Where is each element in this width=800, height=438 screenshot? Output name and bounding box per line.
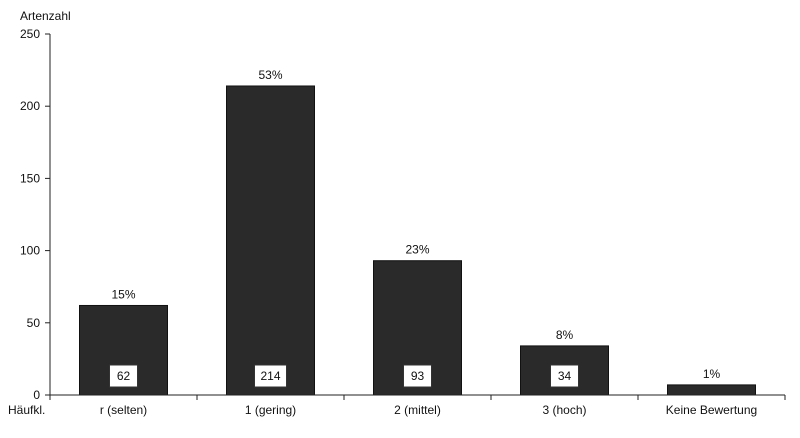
value-label-box	[403, 364, 432, 388]
y-tick-label: 100	[20, 244, 40, 258]
bar	[226, 85, 315, 396]
percent-label: 8%	[556, 328, 574, 342]
percent-label: 23%	[405, 243, 429, 257]
x-axis: r (selten) 1 (gering) 2 (mittel) 3 (hoch) Ke…	[49, 394, 786, 417]
y-tick-label: 250	[20, 27, 40, 41]
category-label: 1 (gering)	[245, 403, 296, 417]
bar	[667, 384, 756, 396]
value-label-box	[550, 364, 579, 388]
category-label: 3 (hoch)	[542, 403, 586, 417]
value-label-box	[254, 364, 287, 388]
category-label: r (selten)	[100, 403, 147, 417]
value-label: 214	[260, 369, 280, 383]
percent-label: 1%	[703, 367, 721, 381]
y-tick-label: 150	[20, 171, 40, 185]
y-tick-label: 200	[20, 99, 40, 113]
y-tick-label: 50	[27, 316, 41, 330]
percent-label: 53%	[258, 68, 282, 82]
y-tick-label: 0	[33, 388, 40, 402]
value-label: 34	[558, 369, 572, 383]
category-label: Keine Bewertung	[666, 403, 757, 417]
value-label-box	[109, 364, 138, 388]
y-axis-title: Artenzahl	[20, 9, 71, 23]
y-axis: 0 50 100 150 200 250	[20, 27, 51, 402]
bars: 15% 62 53% 214 23% 93 8% 34 1%	[79, 68, 756, 396]
value-label: 62	[117, 369, 131, 383]
x-axis-title: Häufkl.	[8, 403, 45, 417]
percent-label: 15%	[111, 287, 135, 301]
value-label: 93	[411, 369, 425, 383]
category-label: 2 (mittel)	[394, 403, 441, 417]
